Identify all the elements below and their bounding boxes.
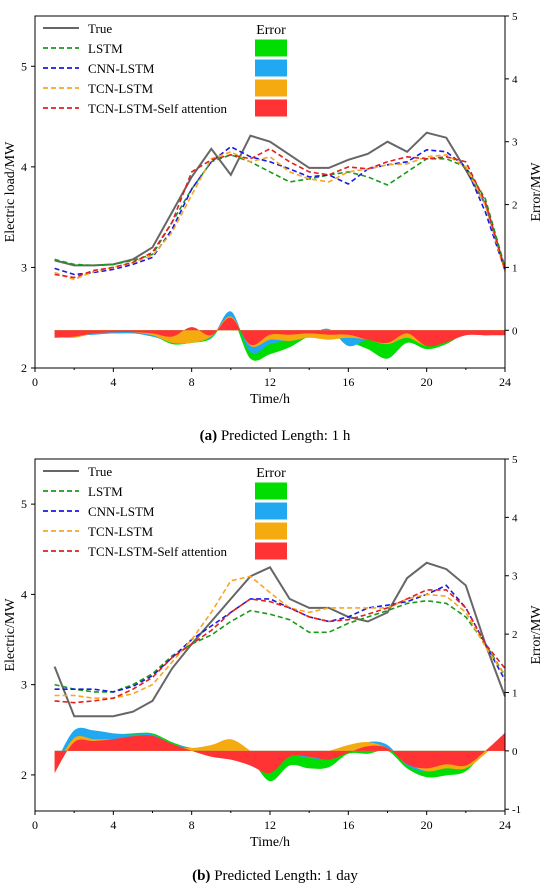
y2-tick-label-b-3: 2 [512, 629, 518, 641]
legend-swatch-a-1 [255, 59, 287, 77]
series-line-b-1 [54, 599, 506, 693]
y-tick-label-a-3: 5 [21, 59, 27, 73]
legend-label-a-1: LSTM [88, 41, 123, 56]
x-tick-label-a-5: 20 [421, 375, 433, 389]
y2-tick-label-b-2: 1 [512, 687, 518, 699]
x-tick-label-b-3: 12 [264, 818, 276, 832]
y-axis-label-a: Electric load/MW [3, 141, 18, 242]
y2-tick-label-b-0: -1 [512, 804, 521, 816]
y2-tick-label-a-6: 5 [512, 11, 518, 23]
y-tick-label-b-3: 5 [21, 497, 27, 511]
legend-label-b-1: LSTM [88, 484, 123, 499]
y-tick-label-b-0: 2 [21, 768, 27, 782]
y-tick-label-b-2: 4 [21, 587, 27, 601]
caption-a: (a) Predicted Length: 1 h [200, 428, 351, 444]
x-tick-label-a-4: 16 [342, 375, 354, 389]
series-line-a-3 [54, 150, 506, 281]
x-axis-label-b: Time/h [250, 835, 290, 850]
x-tick-label-b-4: 16 [342, 818, 354, 832]
x-tick-label-b-5: 20 [421, 818, 433, 832]
caption-label-b: (b) [192, 868, 210, 884]
y-tick-label-a-0: 2 [21, 361, 27, 375]
x-tick-label-b-6: 24 [499, 818, 511, 832]
y2-axis-label-a: Error/MW [529, 162, 544, 222]
legend-swatch-a-2 [255, 79, 287, 97]
y2-axis-label-b: Error/MW [529, 605, 544, 665]
legend-title-b: Error [256, 466, 286, 481]
x-tick-label-a-6: 24 [499, 375, 511, 389]
legend-label-b-4: TCN-LSTM-Self attention [88, 544, 228, 559]
y2-tick-label-a-3: 2 [512, 200, 518, 212]
y2-tick-label-a-4: 3 [512, 137, 518, 149]
legend-label-b-0: True [88, 464, 112, 479]
y2-tick-label-b-1: 0 [512, 746, 518, 758]
error-area-a-3 [54, 317, 505, 347]
series-line-a-0 [54, 131, 506, 270]
series-line-b-0 [53, 561, 506, 718]
x-tick-label-a-0: 0 [32, 375, 38, 389]
y2-tick-label-b-4: 3 [512, 571, 518, 583]
legend-label-b-2: CNN-LSTM [88, 504, 155, 519]
y-tick-label-a-2: 4 [21, 160, 27, 174]
caption-text-a: Predicted Length: 1 h [217, 428, 351, 444]
y2-tick-label-a-5: 4 [512, 74, 518, 86]
y2-tick-label-b-6: 5 [512, 454, 518, 466]
caption-b: (b) Predicted Length: 1 day [192, 868, 358, 884]
x-axis-label-a: Time/h [250, 392, 290, 407]
x-tick-label-b-0: 0 [32, 818, 38, 832]
y-axis-label-b: Electric/MW [3, 598, 18, 672]
x-tick-label-b-2: 8 [189, 818, 195, 832]
legend-swatch-a-0 [255, 39, 287, 57]
y2-tick-label-b-5: 4 [512, 512, 518, 524]
legend-swatch-b-0 [255, 482, 287, 500]
x-tick-label-b-1: 4 [110, 818, 116, 832]
legend-swatch-a-3 [255, 99, 287, 117]
y-tick-label-a-1: 3 [21, 260, 27, 274]
legend-label-a-2: CNN-LSTM [88, 61, 155, 76]
legend-swatch-b-3 [255, 542, 287, 560]
y-tick-label-b-1: 3 [21, 678, 27, 692]
caption-label-a: (a) [200, 428, 218, 444]
series-line-a-1 [54, 153, 506, 268]
legend-label-a-0: True [88, 21, 112, 36]
legend-swatch-b-1 [255, 502, 287, 520]
series-line-a-2 [54, 145, 506, 276]
caption-text-b: Predicted Length: 1 day [210, 868, 358, 884]
x-tick-label-a-3: 12 [264, 375, 276, 389]
chart-b: 0 4 8 12 16 20 242345-1012345Time/hElectric/MW… [3, 454, 544, 884]
y2-tick-label-a-1: 0 [512, 325, 518, 337]
x-tick-label-a-1: 4 [110, 375, 116, 389]
series-line-b-2 [54, 584, 506, 693]
legend-label-a-4: TCN-LSTM-Self attention [88, 101, 228, 116]
series-line-a-4 [54, 147, 506, 279]
error-area-b-3 [54, 732, 505, 774]
y2-tick-label-a-2: 1 [512, 262, 518, 274]
legend-label-a-3: TCN-LSTM [88, 81, 153, 96]
legend-label-b-3: TCN-LSTM [88, 524, 153, 539]
series-line-b-4 [54, 589, 506, 704]
legend-title-a: Error [256, 23, 286, 38]
x-tick-label-a-2: 8 [189, 375, 195, 389]
series-line-b-3 [54, 575, 506, 699]
legend-swatch-b-2 [255, 522, 287, 540]
